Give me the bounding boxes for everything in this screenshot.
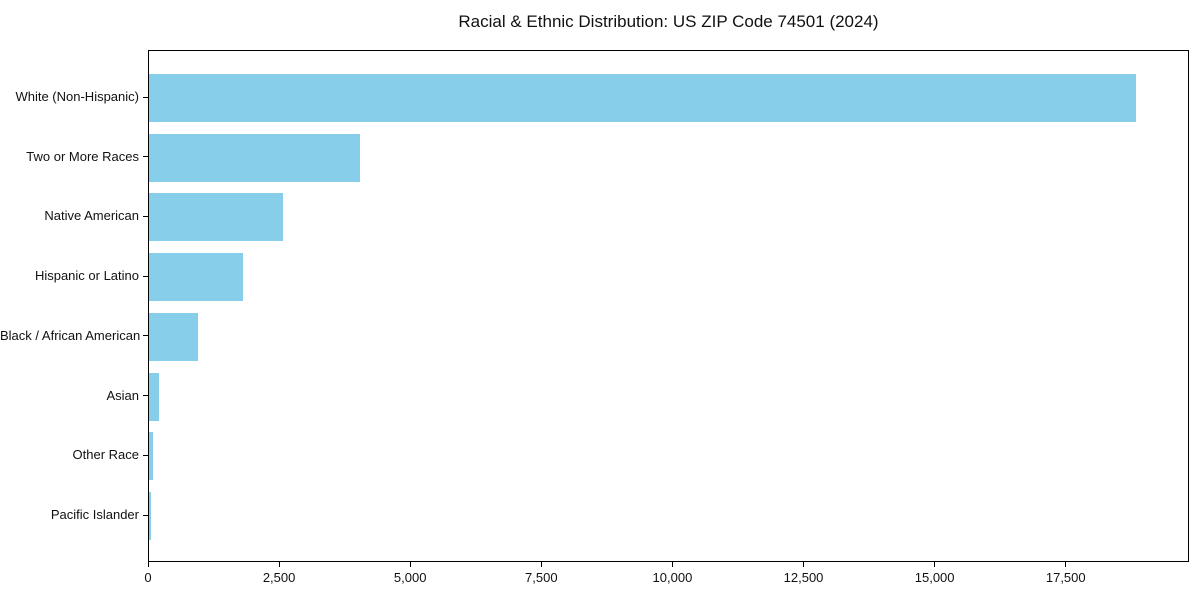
y-tick-label: Two or More Races [26,148,139,164]
y-tick-label: Other Race [72,447,139,463]
bar [149,253,243,302]
y-tick-label: Pacific Islander [50,507,139,522]
x-tick-label: 12,500 [783,570,824,585]
x-tick-label: 10,000 [652,570,693,585]
y-tick [143,96,148,98]
y-tick [143,395,148,397]
y-tick [143,335,148,337]
x-tick-label: 0 [144,570,152,585]
bar [149,193,283,242]
y-tick-label: Hispanic or Latino [34,268,139,284]
chart-title: Racial & Ethnic Distribution: US ZIP Cod… [458,12,879,31]
bar [149,74,1136,122]
x-tick [803,562,805,567]
y-tick-label: Black / African American [0,327,141,343]
y-tick [143,215,148,217]
y-tick-label: White (Non-Hispanic) [15,89,139,104]
x-tick [278,562,280,567]
bar [149,312,198,361]
y-tick-label: Native American [44,208,139,224]
bar [149,432,153,481]
x-tick-label: 7,500 [525,570,558,585]
bar [149,372,159,421]
y-tick [143,454,148,456]
y-tick [143,156,148,158]
y-tick [143,275,148,277]
x-tick [540,562,542,567]
bar [149,492,152,540]
x-tick-label: 5,000 [393,570,427,585]
x-tick-label: 2,500 [262,570,296,585]
y-tick [143,514,148,516]
x-tick-label: 15,000 [914,570,955,585]
bar [149,133,361,182]
x-tick [934,562,936,567]
y-tick-label: Asian [106,387,139,403]
x-tick-label: 17,500 [1045,570,1086,585]
x-tick [147,562,149,567]
x-tick [1065,562,1067,567]
x-tick [409,562,411,567]
plot-area [148,50,1189,562]
x-tick [671,562,673,567]
